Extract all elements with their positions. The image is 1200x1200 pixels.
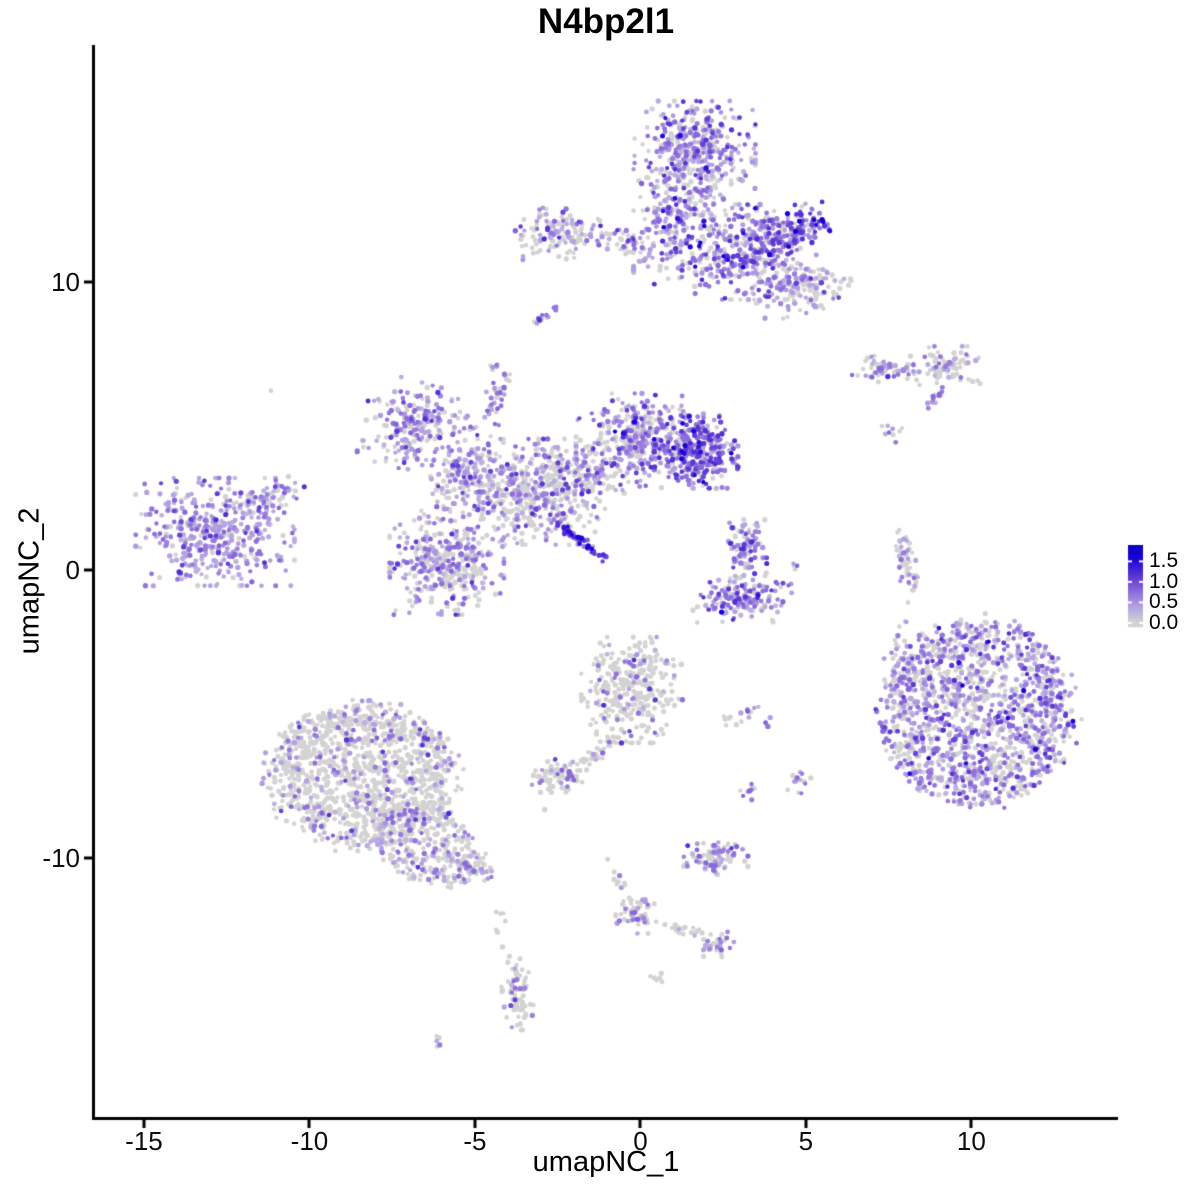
- y-tick-label: 10: [51, 266, 80, 297]
- legend-tick-label: 1.5: [1149, 549, 1179, 573]
- x-tick-label: 0: [633, 1126, 648, 1156]
- x-tick-label: -15: [125, 1126, 163, 1156]
- y-tick-label: -10: [42, 842, 80, 873]
- legend-tick-label: 0.5: [1149, 590, 1179, 614]
- legend-tick-label: 1.0: [1149, 569, 1179, 593]
- x-tick-label: -5: [463, 1126, 487, 1156]
- x-axis-label: umapNC_1: [532, 1146, 680, 1178]
- x-tick-label: -10: [290, 1126, 329, 1156]
- legend-tick-label: 0.0: [1149, 610, 1179, 634]
- x-tick-label: 5: [798, 1126, 814, 1156]
- y-tick-label: 0: [65, 554, 80, 585]
- plot-title: N4bp2l1: [537, 2, 675, 41]
- x-tick-label: 10: [956, 1126, 986, 1156]
